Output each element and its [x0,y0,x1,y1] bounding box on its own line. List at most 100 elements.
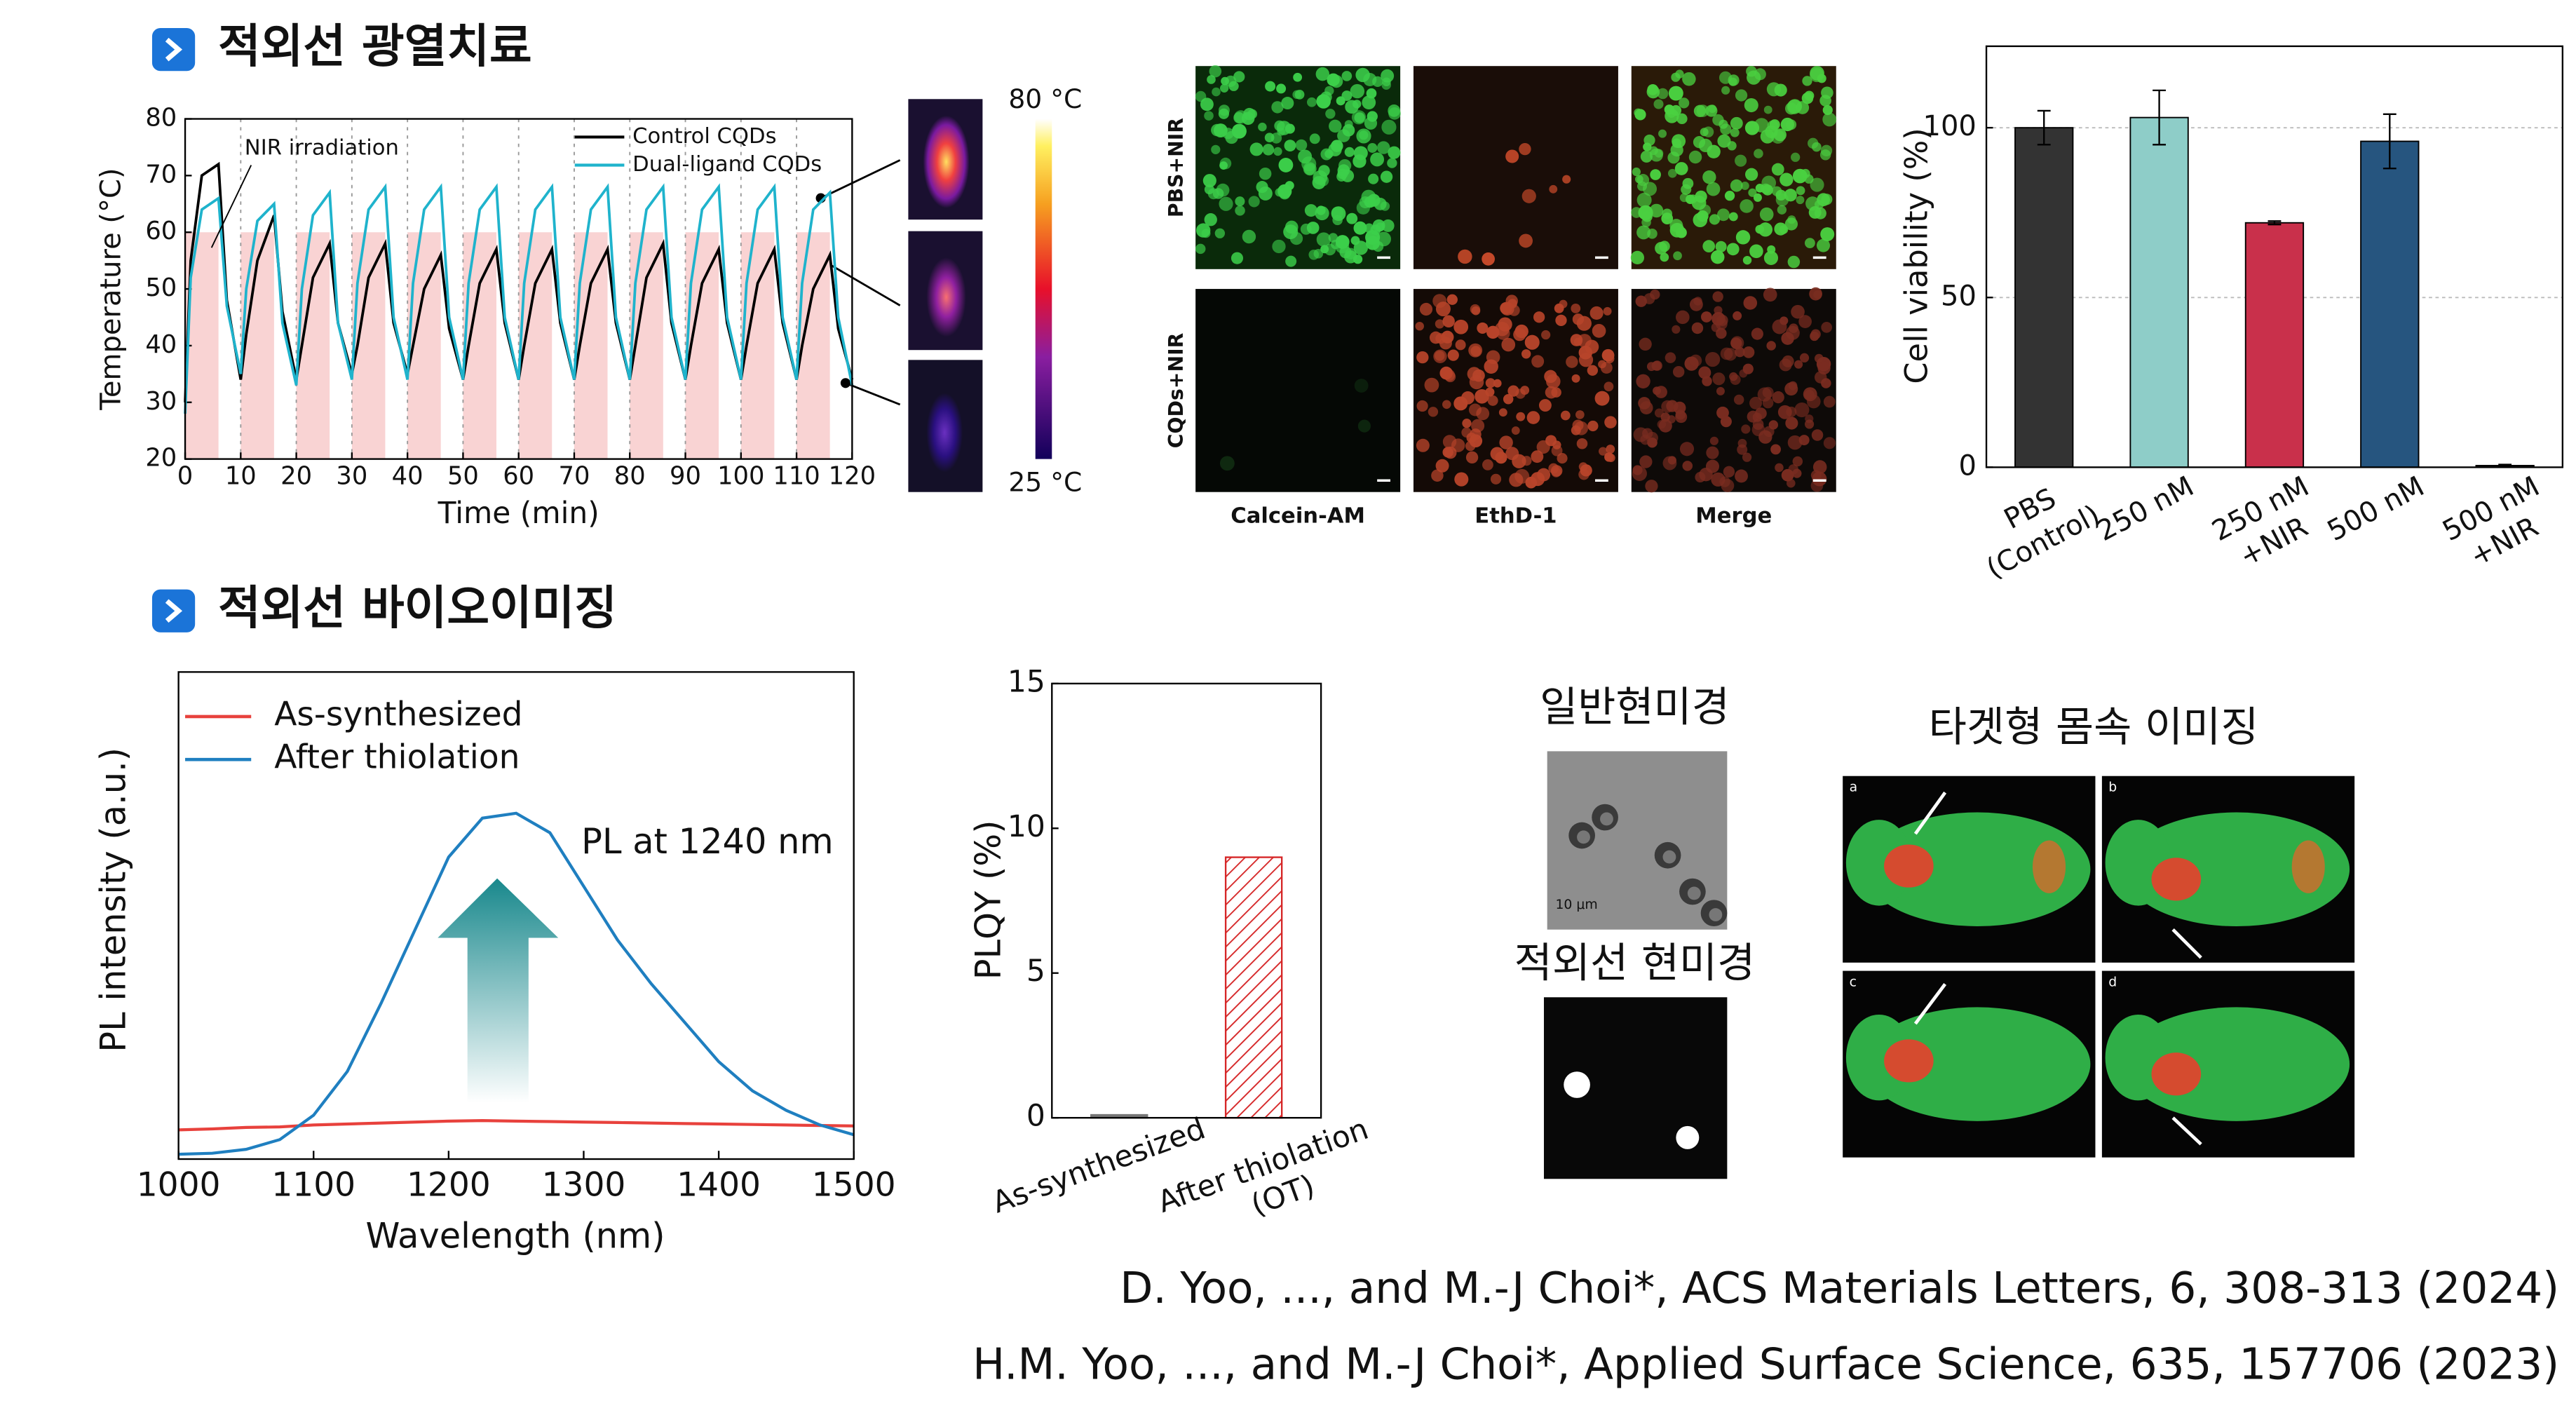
cell-dot [1381,80,1391,90]
cell-dot [1526,411,1540,424]
cell-dot [1606,453,1615,462]
cell-dot [1331,140,1343,152]
cell-dot [1755,184,1765,193]
x-tick-label: 1400 [677,1166,761,1205]
cell-dot [1367,142,1378,153]
cell-dot [1822,112,1837,127]
cell-dot [1541,330,1551,340]
cell-dot [1545,386,1558,399]
legend-label: Control CQDs [632,124,776,149]
cell-dot [1709,214,1720,225]
cell-dot [1477,322,1489,334]
cell-dot [1435,319,1444,329]
cell-dot [1356,128,1371,144]
cell-dot [1514,468,1530,484]
scale-label: 10 μm [1555,898,1597,912]
cell-dot [1578,334,1592,348]
cell-dot [1665,109,1679,123]
cell-dot [1711,250,1725,264]
cell-dot [1428,407,1439,417]
cell-dot [1346,212,1358,224]
cell-dot [1587,365,1598,376]
thermal-spot [926,393,963,473]
cell-dot [1453,396,1468,411]
cell-dot [1604,381,1614,392]
cell-dot [1574,421,1589,435]
cell-dot [1688,150,1702,164]
cell-dot [1544,370,1557,384]
cell-dot [1749,396,1763,409]
cell-dot [1435,333,1446,344]
cell-dot [1304,204,1317,217]
cell-dot [1482,459,1493,470]
cell-dot [1660,252,1669,262]
cell-dot [1668,86,1683,101]
cell-dot [1784,382,1798,396]
y-tick-label: 0 [1958,449,1976,482]
legend-label: Dual-ligand CQDs [632,152,822,177]
cell-dot [1646,431,1658,445]
increase-arrow [438,878,559,1103]
cell-dot [1317,175,1329,187]
cell-dot [1519,233,1533,248]
cell-dot [1355,67,1370,83]
thermal-spot [923,115,970,208]
cell-dot [1742,363,1754,374]
panel-letter: a [1850,780,1858,795]
cell-dot [1765,125,1778,139]
cell-dot [1345,100,1359,114]
cell-dot [1275,188,1284,197]
cell-dot [1387,158,1397,168]
cell-dot [1674,162,1688,175]
cell-dot [1576,438,1588,449]
cell-dot [1353,154,1367,168]
cell-dot [1817,361,1831,375]
x-tick-label: 1200 [407,1166,491,1205]
cell-dot [1693,104,1707,118]
cell-dot [1787,435,1803,450]
y-tick-label: 30 [145,387,177,416]
cell-dot [1364,223,1374,233]
cell-dot [1211,123,1223,137]
cell-dot [1309,133,1320,144]
cell-dot [1650,169,1661,180]
plot-frame [177,671,855,1160]
cell-dot [1661,212,1674,224]
cell-dot [1706,446,1719,459]
cell-dot [1766,341,1776,351]
cell-dot [1469,374,1484,390]
cell-core [1600,812,1613,826]
pointer-arrow [845,381,901,406]
line-series [184,183,854,414]
cell-dot [1821,86,1833,100]
cell-dot [1458,249,1472,264]
cell-dot [1709,436,1719,445]
cell-dot [1794,402,1810,418]
signal [2291,840,2325,893]
cell-dot [1353,221,1367,235]
cell-dot [1600,361,1613,374]
cell-dot [1777,205,1787,215]
cell-dot [1329,119,1342,133]
cell-dot [1716,406,1729,419]
cell-dot [1751,423,1765,437]
cell-dot [1740,182,1749,190]
cell-dot [1388,104,1401,117]
cell-dot [1431,469,1444,482]
x-tick-label: 20 [280,462,312,491]
cell-dot [1512,454,1526,468]
cell-dot [1670,143,1683,157]
cell-dot [1207,188,1219,200]
cell-dot [1675,409,1686,420]
annotation: PL at 1240 nm [581,821,833,862]
line-series [178,1119,854,1132]
cell-dot [1381,119,1397,135]
cell-dot [1724,191,1735,201]
cell-dot [1258,122,1267,132]
cell-dot [1804,238,1815,249]
header-icon-chevron [165,37,183,62]
cell-dot [1658,129,1667,138]
cell-dot [1799,353,1810,363]
cell-dot [1606,445,1615,454]
